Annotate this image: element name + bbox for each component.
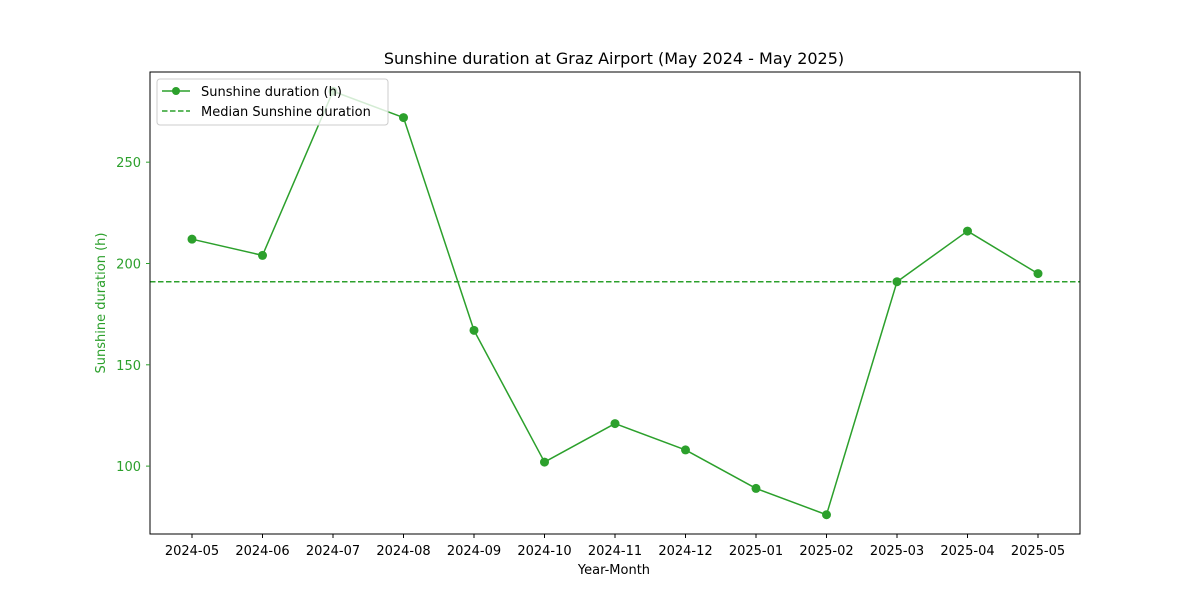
data-point <box>963 226 972 236</box>
data-point <box>469 325 479 335</box>
x-tick-label: 2024-07 <box>306 544 360 559</box>
data-point <box>610 419 620 429</box>
x-tick-label: 2025-03 <box>870 544 924 559</box>
x-tick-label: 2024-12 <box>658 544 712 559</box>
y-tick-label: 200 <box>116 257 141 272</box>
plot-area <box>150 86 1080 520</box>
data-point <box>399 113 408 123</box>
data-point <box>892 277 902 287</box>
plot-frame <box>149 71 1081 535</box>
x-tick-label: 2025-04 <box>940 544 994 559</box>
data-point <box>681 445 690 455</box>
legend-median-label: Median Sunshine duration <box>201 105 371 120</box>
x-axis: 2024-05 2024-06 2024-07 2024-08 2024-09 2024-… <box>165 534 1065 559</box>
data-point <box>1033 269 1043 279</box>
data-point <box>540 457 549 467</box>
series-line <box>191 90 1039 516</box>
x-tick-label: 2024-09 <box>447 544 501 559</box>
data-point <box>258 250 267 260</box>
data-point <box>822 510 831 520</box>
legend-box <box>156 78 389 126</box>
y-axis: 100 150 200 250 <box>116 156 150 475</box>
x-tick-label: 2025-02 <box>799 544 853 559</box>
x-tick-label: 2025-05 <box>1011 544 1065 559</box>
legend: Sunshine duration (h) Median Sunshine du… <box>156 78 389 126</box>
x-tick-label: 2024-11 <box>588 544 642 559</box>
y-tick-label: 250 <box>116 156 141 171</box>
x-axis-label: Year-Month <box>577 563 650 578</box>
x-tick-label: 2024-06 <box>235 544 289 559</box>
data-point <box>187 234 197 244</box>
y-tick-label: 100 <box>116 460 141 475</box>
x-tick-label: 2025-01 <box>729 544 783 559</box>
legend-series-marker <box>172 87 180 95</box>
x-tick-label: 2024-05 <box>165 544 219 559</box>
chart-title: Sunshine duration at Graz Airport (May 2… <box>384 49 844 68</box>
y-axis-label: Sunshine duration (h) <box>94 233 109 374</box>
data-point <box>751 483 761 493</box>
legend-series-label: Sunshine duration (h) <box>201 85 342 100</box>
y-tick-label: 150 <box>116 359 141 374</box>
x-tick-label: 2024-08 <box>376 544 430 559</box>
x-tick-label: 2024-10 <box>517 544 571 559</box>
